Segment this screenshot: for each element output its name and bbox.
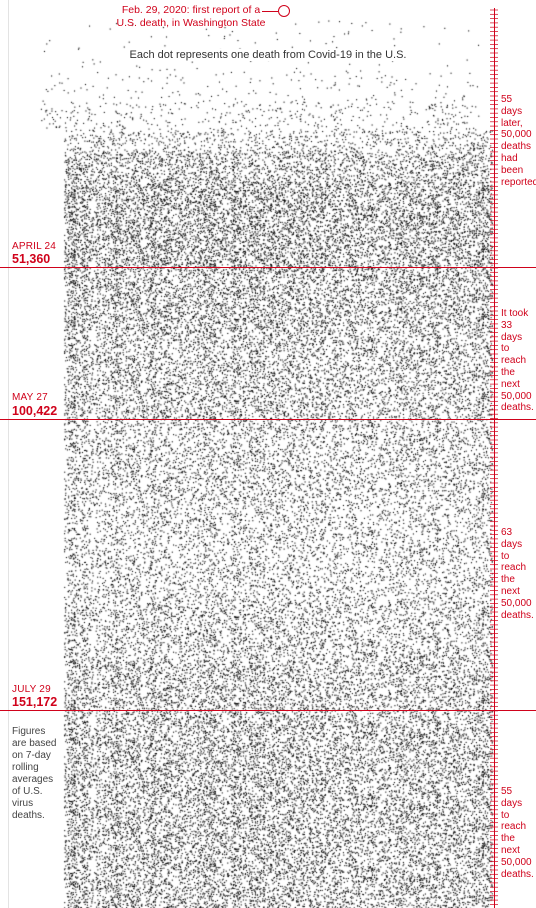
first-death-note: Feb. 29, 2020: first report of a U.S. de…: [96, 4, 286, 30]
subtitle-text: Each dot represents one death from Covid…: [125, 49, 411, 61]
milestone-april-24-count: 51,360: [12, 252, 51, 266]
annotation-third-50000: 63 days to reach the next 50,000 deaths.: [501, 527, 536, 622]
milestone-may-27-line: [0, 419, 536, 421]
milestone-may-27-date: MAY 27: [12, 392, 48, 403]
milestone-july-29-line: [0, 710, 536, 712]
first-death-circle-marker: [278, 5, 290, 17]
subtitle: Each dot represents one death from Covid…: [0, 48, 536, 62]
milestone-july-29-date: JULY 29: [12, 684, 51, 695]
timeline-axis: [494, 8, 495, 908]
annotation-fourth-50000: 55 days to reach the next 50,000 deaths.: [501, 786, 536, 881]
first-death-note-line1: Feb. 29, 2020: first report of a: [121, 4, 261, 16]
milestone-may-27-count: 100,422: [12, 404, 58, 418]
methodology-footnote: Figures are based on 7-day rolling avera…: [12, 726, 57, 821]
milestone-july-29-count: 151,172: [12, 695, 58, 709]
milestone-april-24-date: APRIL 24: [12, 241, 57, 252]
first-death-leader-line: [262, 11, 278, 12]
milestone-april-24-line: [0, 267, 536, 269]
annotation-first-50000: 55 days later, 50,000 deaths had been re…: [501, 94, 536, 189]
first-death-note-line2: U.S. death, in Washington State: [116, 17, 266, 29]
annotation-second-50000: It took 33 days to reach the next 50,000…: [501, 308, 536, 415]
